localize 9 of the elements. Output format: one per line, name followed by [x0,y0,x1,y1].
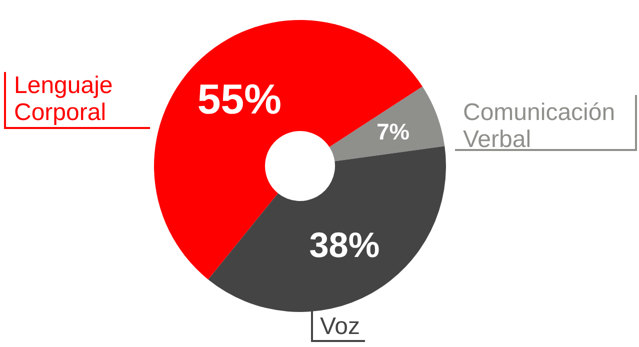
data-label: 7% [376,118,410,144]
slice-label: Voz [320,313,360,340]
donut-slice [329,86,445,162]
donut-slice [208,146,446,312]
slice-label: Comunicación Verbal [463,99,616,153]
data-label: 38% [309,226,380,266]
donut-slice [154,20,422,280]
data-label: 55% [197,75,282,122]
slice-label: Lenguaje Corporal [14,72,113,126]
